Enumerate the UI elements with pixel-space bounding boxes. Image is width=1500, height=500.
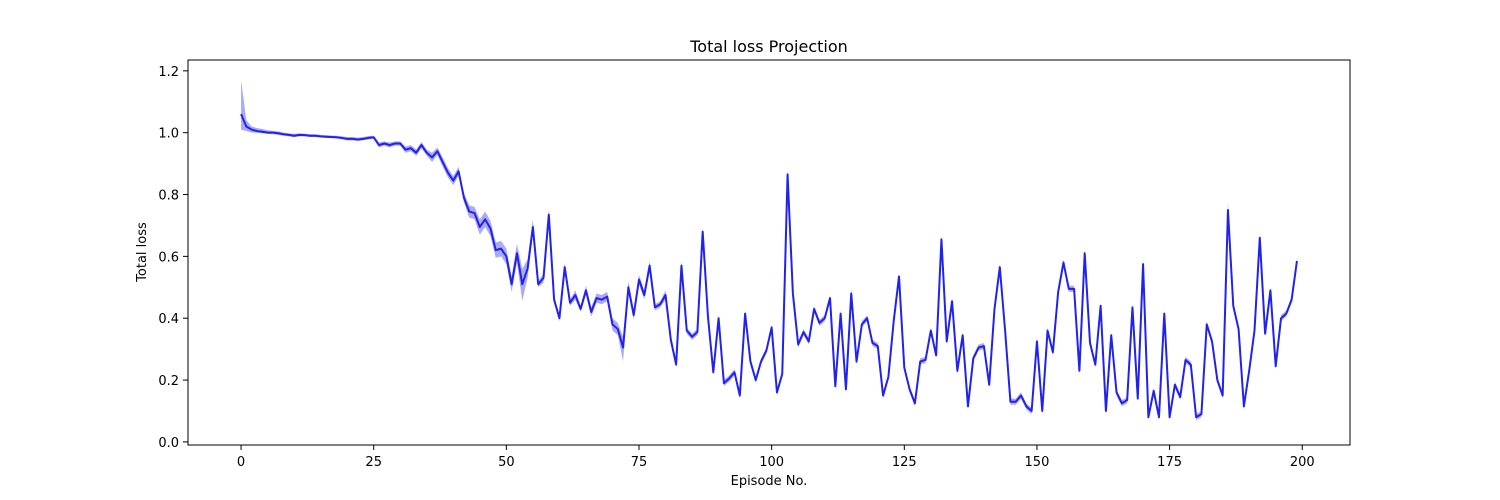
- x-tick-label: 50: [498, 455, 515, 470]
- x-tick-label: 150: [1025, 455, 1050, 470]
- y-tick-label: 0.8: [158, 189, 179, 204]
- y-tick-label: 1.2: [158, 65, 179, 80]
- y-axis-label: Total loss: [135, 222, 150, 283]
- plot-area: [187, 59, 1351, 446]
- chart-title: Total loss Projection: [689, 37, 848, 56]
- x-tick-label: 75: [631, 455, 648, 470]
- x-axis: 0 25 50 75 100 125 150 175 200: [237, 445, 1315, 470]
- y-tick-label: 0.4: [158, 312, 179, 327]
- y-tick-label: 0.2: [158, 374, 179, 389]
- y-axis: 0.0 0.2 0.4 0.6 0.8 1.0 1.2: [158, 65, 188, 451]
- x-tick-label: 200: [1290, 455, 1315, 470]
- plot-background: [188, 60, 1350, 445]
- x-tick-label: 125: [892, 455, 917, 470]
- plot-frame: [187, 59, 1351, 446]
- x-tick-label: 0: [237, 455, 245, 470]
- x-tick-label: 100: [759, 455, 784, 470]
- y-tick-label: 1.0: [158, 127, 179, 142]
- total-loss-line: [240, 113, 1298, 419]
- x-tick-label: 25: [365, 455, 382, 470]
- y-tick-label: 0.6: [158, 250, 179, 265]
- x-tick-label: 175: [1157, 455, 1182, 470]
- x-axis-label: Episode No.: [731, 474, 808, 489]
- y-tick-label: 0.0: [158, 436, 179, 451]
